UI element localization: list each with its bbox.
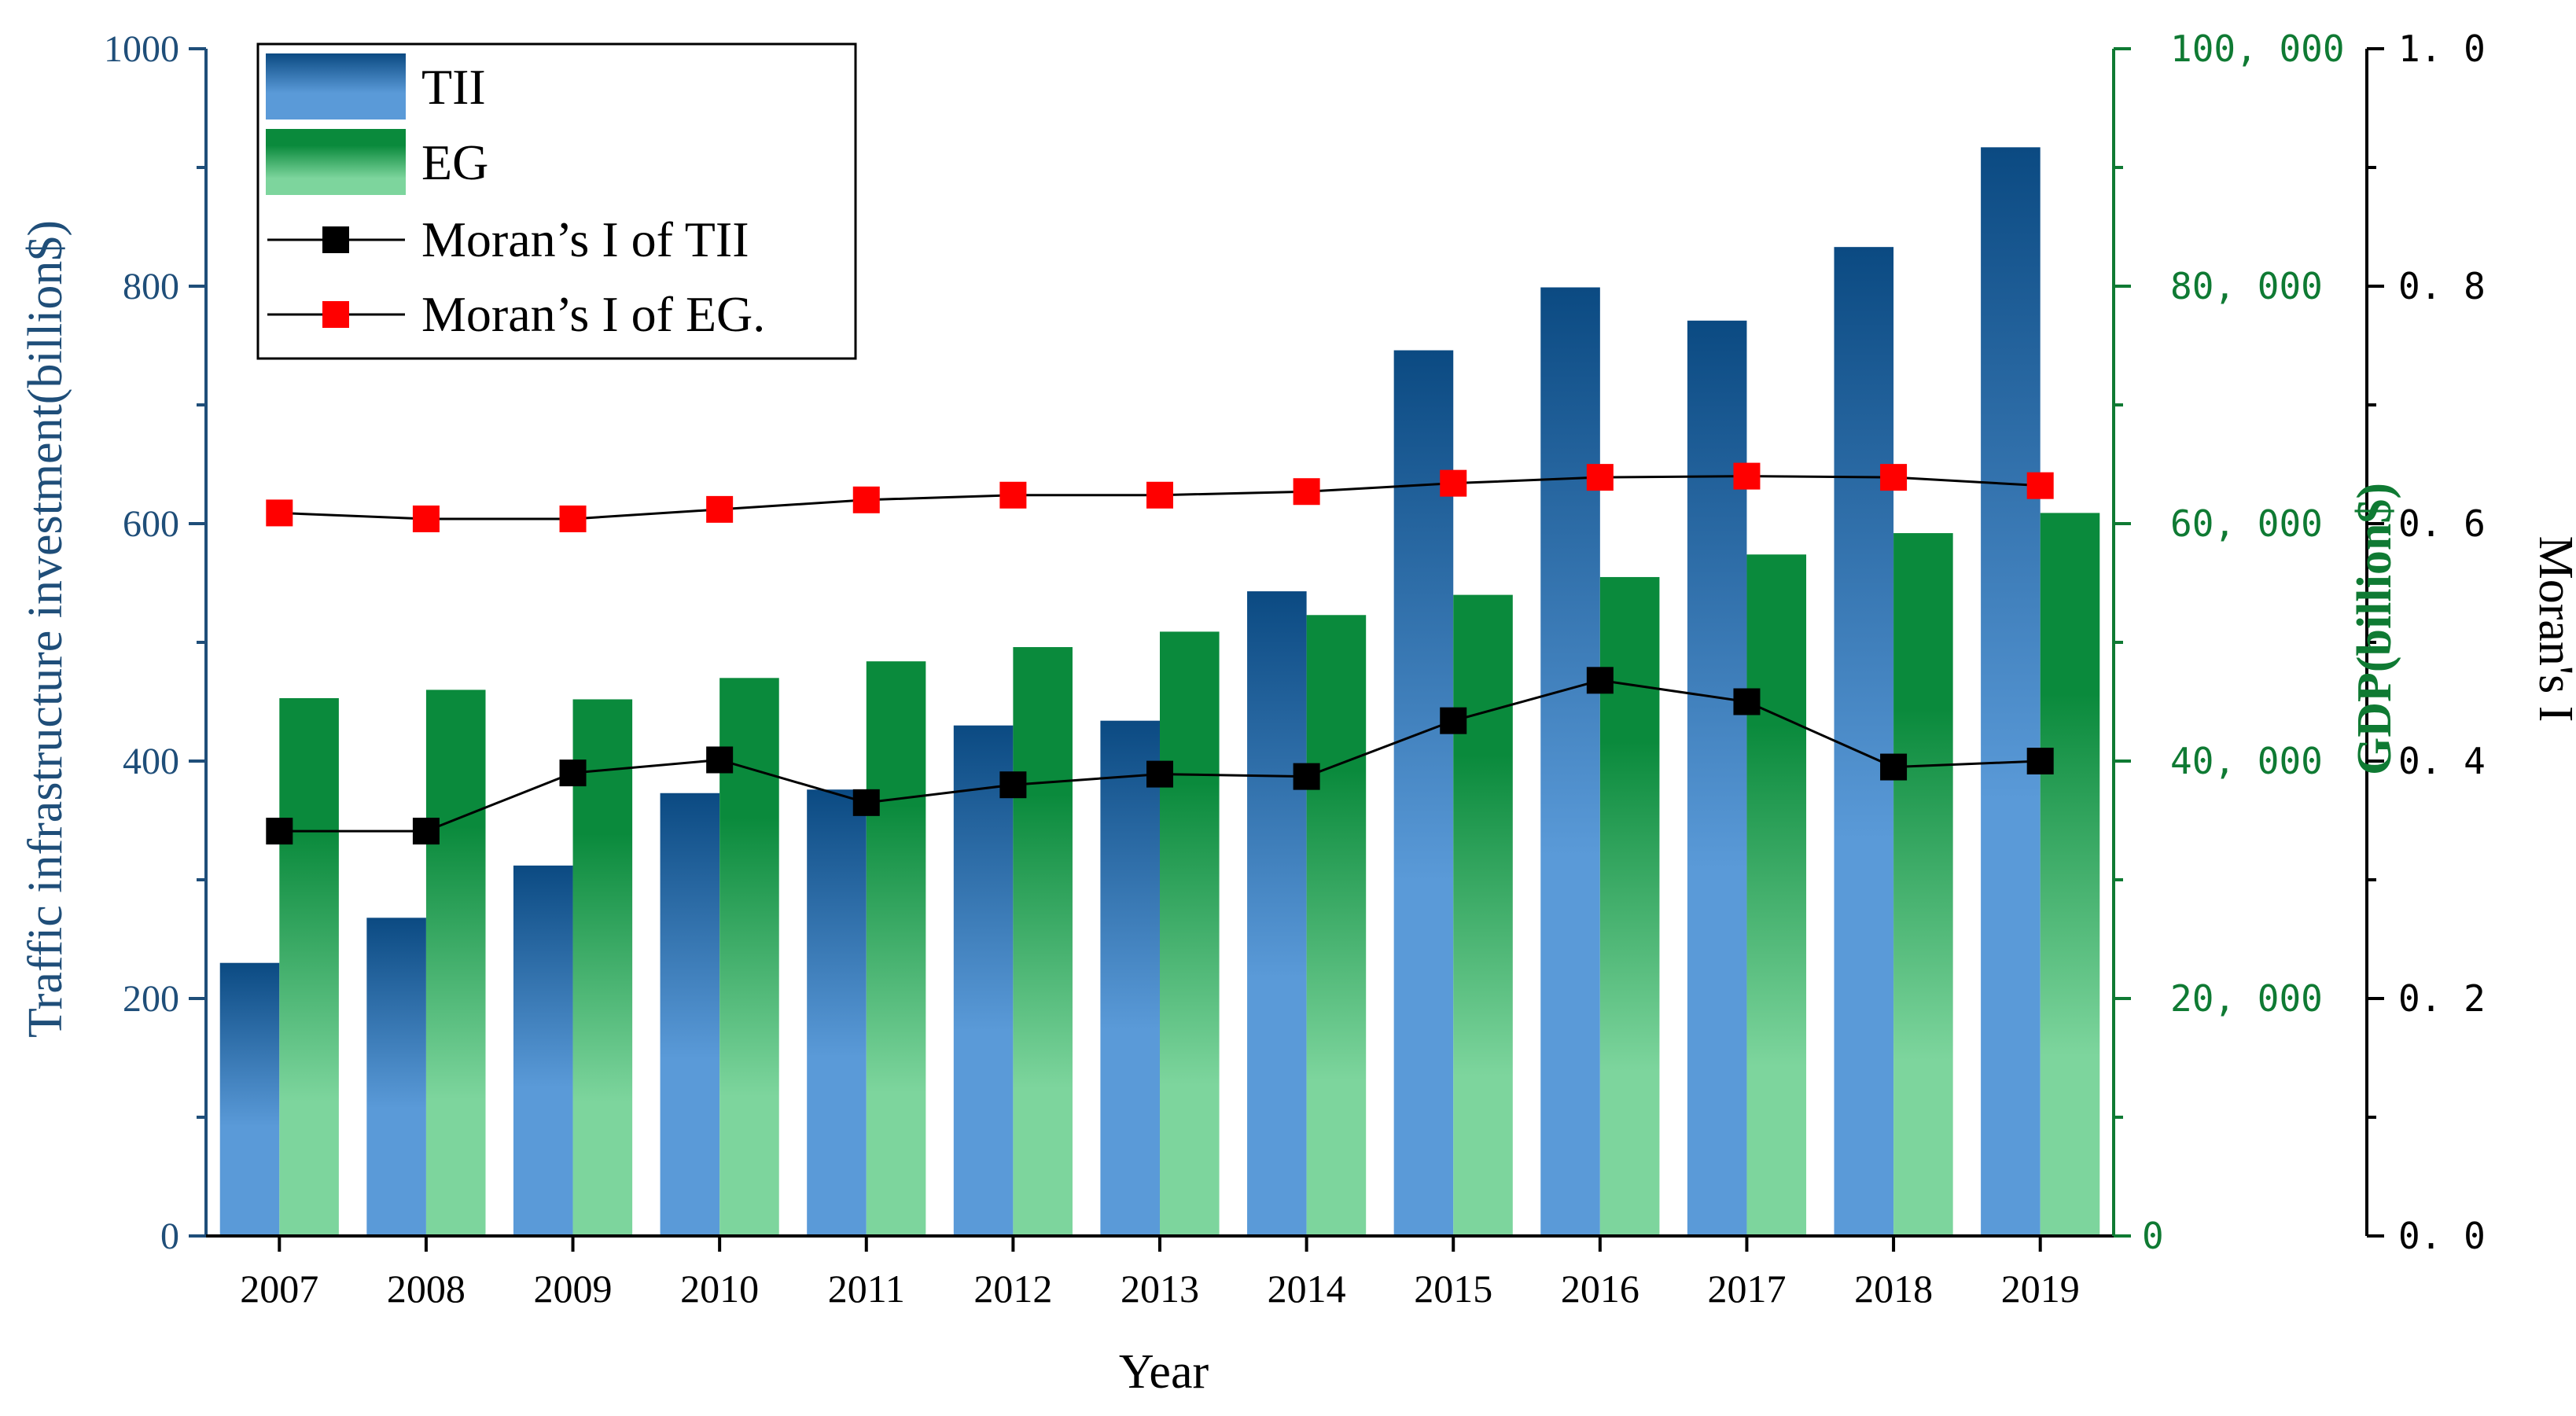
x-axis-title: Year — [1119, 1345, 1209, 1399]
left-tick-label-400: 400 — [123, 741, 179, 782]
moran-tii-point-2009 — [559, 759, 587, 787]
axes-layer: 0 200 400 600 800 1000 0 20, 000 40, 000 60, 000 8… — [104, 28, 2486, 1311]
left-tick-label-600: 600 — [123, 503, 179, 545]
moran-tii-point-2016 — [1586, 667, 1614, 694]
bar-tii-2014 — [1247, 591, 1307, 1236]
bar-tii-2011 — [807, 789, 867, 1236]
bar-eg-2007 — [279, 697, 339, 1236]
moran-tii-point-2019 — [2026, 748, 2054, 774]
left-tick-label-200: 200 — [123, 978, 179, 1020]
legend: TII EG Moran’s I of TII Moran’s I of EG. — [256, 42, 857, 360]
bar-eg-2013 — [1160, 631, 1220, 1236]
bar-tii-2013 — [1100, 720, 1160, 1236]
moran-eg-point-2007 — [266, 499, 293, 527]
moran-tii-point-2014 — [1293, 763, 1320, 790]
moran-tick-label-3: 0. 6 — [2398, 502, 2486, 545]
moran-eg-point-2009 — [559, 505, 587, 532]
moran-tii-point-2012 — [999, 771, 1027, 799]
bar-tii-2015 — [1393, 350, 1454, 1236]
bar-tii-2012 — [953, 725, 1014, 1236]
right-axis-gdp-title: GDP(billion$) — [2348, 483, 2401, 775]
x-tick-label-2018: 2018 — [1854, 1267, 1933, 1311]
bar-tii-2017 — [1687, 320, 1747, 1236]
x-tick-label-2011: 2011 — [828, 1267, 905, 1311]
legend-swatch-eg — [266, 129, 406, 195]
legend-label-moran-tii: Moran’s I of TII — [421, 211, 749, 267]
legend-swatch-tii — [266, 53, 406, 120]
left-tick-label-800: 800 — [123, 266, 179, 307]
bar-tii-2007 — [219, 962, 280, 1236]
moran-tii-point-2007 — [266, 818, 293, 845]
left-tick-label-0: 0 — [160, 1216, 179, 1257]
moran-tick-label-0: 0. 0 — [2398, 1215, 2486, 1257]
x-tick-label-2010: 2010 — [680, 1267, 759, 1311]
x-tick-label-2008: 2008 — [387, 1267, 466, 1311]
legend-label-moran-eg: Moran’s I of EG. — [421, 286, 765, 342]
gdp-tick-label-4: 80, 000 — [2170, 265, 2323, 307]
x-tick-label-2016: 2016 — [1561, 1267, 1639, 1311]
gdp-tick-label-3: 60, 000 — [2170, 502, 2323, 545]
left-axis-title: Traffic infrastructure investment(billio… — [19, 220, 72, 1038]
bar-eg-2018 — [1893, 533, 1953, 1236]
moran-tii-point-2008 — [412, 818, 440, 845]
moran-eg-point-2015 — [1440, 469, 1467, 497]
bar-tii-2016 — [1540, 287, 1600, 1236]
moran-eg-point-2018 — [1880, 464, 1908, 491]
bar-eg-2017 — [1746, 554, 1807, 1236]
lines-layer — [266, 462, 2054, 845]
moran-tick-label-1: 0. 2 — [2398, 977, 2486, 1020]
bar-eg-2019 — [2040, 513, 2100, 1236]
moran-tick-label-2: 0. 4 — [2398, 740, 2486, 782]
legend-label-tii: TII — [421, 59, 486, 115]
moran-eg-point-2017 — [1733, 462, 1761, 490]
moran-tii-point-2018 — [1880, 753, 1908, 781]
bar-eg-2012 — [1013, 647, 1073, 1236]
gdp-tick-label-1: 20, 000 — [2170, 977, 2323, 1020]
moran-eg-point-2011 — [852, 486, 880, 513]
moran-eg-point-2012 — [999, 481, 1027, 509]
bar-tii-2008 — [366, 918, 426, 1236]
x-tick-label-2012: 2012 — [973, 1267, 1052, 1311]
moran-eg-point-2016 — [1586, 464, 1614, 491]
bar-tii-2018 — [1834, 247, 1894, 1236]
gdp-tick-label-5: 100, 000 — [2170, 28, 2345, 70]
bar-tii-2019 — [1981, 147, 2041, 1237]
gdp-tick-label-2: 40, 000 — [2170, 740, 2323, 782]
left-tick-label-1000: 1000 — [104, 28, 179, 70]
bar-eg-2009 — [572, 699, 633, 1236]
moran-tick-label-4: 0. 8 — [2398, 265, 2486, 307]
moran-eg-point-2010 — [706, 495, 734, 523]
legend-label-eg: EG — [421, 134, 488, 190]
moran-eg-point-2019 — [2026, 472, 2054, 499]
moran-tii-point-2011 — [852, 789, 880, 816]
gdp-tick-label-0: 0 — [2142, 1215, 2164, 1257]
x-tick-label-2015: 2015 — [1414, 1267, 1492, 1311]
moran-tii-point-2013 — [1146, 760, 1173, 788]
x-tick-label-2013: 2013 — [1121, 1267, 1199, 1311]
bar-eg-2014 — [1306, 615, 1367, 1236]
moran-tii-point-2010 — [706, 746, 734, 774]
moran-eg-point-2014 — [1293, 478, 1320, 506]
x-tick-label-2017: 2017 — [1707, 1267, 1786, 1311]
x-tick-label-2007: 2007 — [240, 1267, 318, 1311]
moran-tii-point-2017 — [1733, 688, 1761, 715]
x-tick-label-2009: 2009 — [534, 1267, 613, 1311]
x-tick-label-2014: 2014 — [1268, 1267, 1346, 1311]
bar-eg-2011 — [866, 661, 926, 1236]
bar-tii-2009 — [513, 865, 573, 1236]
bars-layer — [219, 147, 2100, 1237]
moran-eg-point-2013 — [1146, 481, 1173, 509]
bar-eg-2008 — [425, 690, 486, 1236]
legend-marker-moran-tii — [322, 226, 349, 253]
x-tick-label-2019: 2019 — [2001, 1267, 2080, 1311]
moran-tick-label-5: 1. 0 — [2398, 28, 2486, 70]
legend-marker-moran-eg — [322, 301, 349, 328]
moran-tii-point-2015 — [1440, 707, 1467, 734]
bar-tii-2010 — [660, 793, 720, 1236]
bar-eg-2015 — [1453, 594, 1513, 1236]
right-axis-moran-title: Moran's I — [2529, 536, 2576, 723]
moran-eg-point-2008 — [412, 505, 440, 532]
